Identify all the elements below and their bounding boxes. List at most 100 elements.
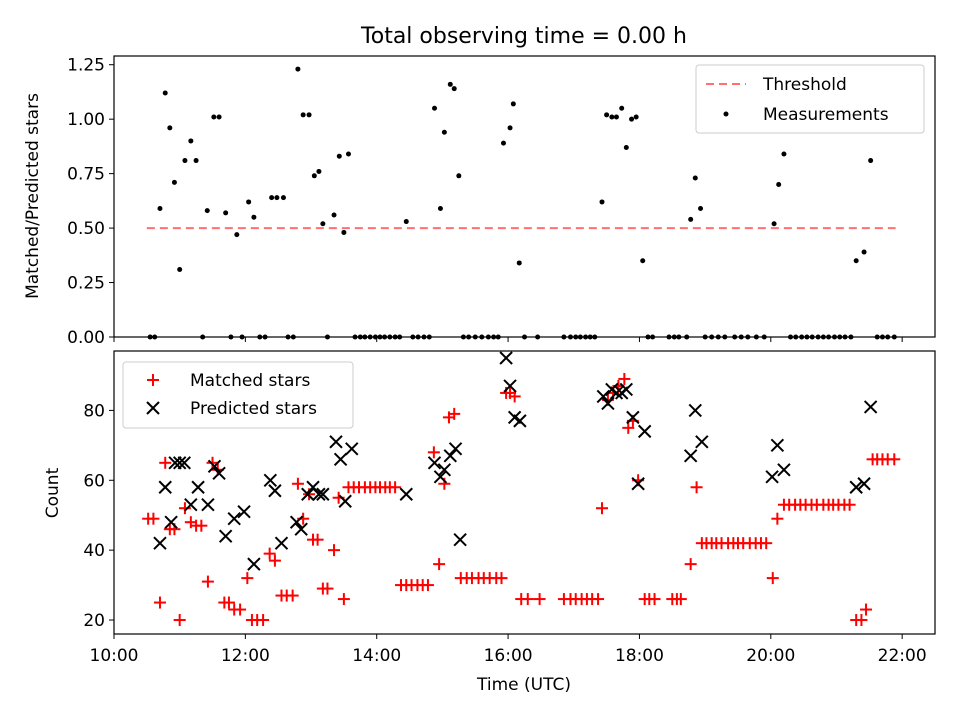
ratio-y-tick-label: 1.00 <box>67 110 105 130</box>
matched-star-point <box>860 603 873 616</box>
predicted-star-point <box>263 473 278 487</box>
predicted-star-point <box>316 487 330 501</box>
predicted-star-point <box>503 379 517 393</box>
matched-star-point <box>433 558 446 571</box>
predicted-star-point <box>443 449 457 463</box>
predicted-star-point <box>207 459 222 474</box>
count-panel: 20 40 60 80 10:00 12:00 14:00 16:00 18:00 20:00 2… <box>43 350 936 695</box>
measurement-point <box>507 125 513 131</box>
measurement-point <box>599 199 605 205</box>
x-tick-label: 10:00 <box>90 646 139 666</box>
matched-star-point <box>674 593 687 606</box>
matched-star-point <box>178 502 191 515</box>
predicted-star-point <box>184 498 198 512</box>
predicted-star-point <box>201 498 215 512</box>
measurement-point <box>441 129 447 135</box>
predicted-star-point <box>289 515 304 529</box>
ratio-y-tick-label: 0.50 <box>67 219 105 239</box>
ratio-panel: 0.00 0.25 0.50 0.75 1.00 1.25 Matched/Predict… <box>23 55 936 348</box>
predicted-star-point <box>158 480 172 494</box>
measurement-point <box>345 151 351 157</box>
count-y-tick-label: 80 <box>83 401 105 421</box>
measurements-legend-swatch <box>723 111 729 117</box>
predicted-star-point <box>770 438 785 453</box>
ratio-y-tick-label: 0.25 <box>67 274 105 294</box>
matched-star-point <box>159 456 172 469</box>
predicted-star-point <box>637 424 652 439</box>
predicted-star-point <box>399 487 413 501</box>
predicted-star-point <box>857 477 871 491</box>
matched-star-point <box>257 614 270 627</box>
ratio-legend: Threshold Measurements <box>695 64 925 134</box>
predicted-star-point <box>849 480 863 494</box>
measurement-point <box>216 114 222 120</box>
predicted-star-point <box>499 351 513 365</box>
ratio-y-tick-label: 1.25 <box>67 56 105 76</box>
predicted-star-point <box>294 522 308 536</box>
predicted-star-point <box>433 470 448 484</box>
predicted-star-point <box>333 452 348 467</box>
predicted-star-point <box>609 386 624 400</box>
measurement-point <box>341 229 347 235</box>
predicted-star-point <box>338 494 352 508</box>
measurement-point <box>604 112 610 118</box>
predicted-star-point <box>765 470 779 484</box>
x-tick-label: 20:00 <box>746 646 795 666</box>
count-y-axis-label: Count <box>43 467 63 518</box>
matched-star-point <box>766 572 779 585</box>
predicted-legend-swatch <box>146 401 160 415</box>
measurement-point <box>771 221 777 227</box>
measurement-point <box>633 114 639 120</box>
matched-star-point <box>291 477 304 490</box>
ratio-y-tick-label: 0.75 <box>67 165 105 185</box>
matched-star-point <box>648 593 661 606</box>
measurement-point <box>316 168 322 174</box>
measurement-point <box>251 214 257 220</box>
ratio-legend-box <box>695 64 925 134</box>
predicted-star-point <box>345 442 359 456</box>
predicted-star-point <box>626 410 640 425</box>
matched-star-point <box>690 481 703 494</box>
matched-star-point <box>521 593 534 606</box>
matched-star-point <box>508 390 521 403</box>
measurements-legend-label: Measurements <box>763 105 889 125</box>
measurement-point <box>193 158 199 164</box>
measurement-point <box>300 112 306 118</box>
measurement-point <box>629 116 635 122</box>
predicted-star-point <box>695 435 709 449</box>
measurement-point <box>171 179 177 185</box>
matched-star-point <box>241 572 254 585</box>
measurement-point <box>320 221 326 227</box>
measurement-point <box>853 258 859 264</box>
predicted-star-point <box>227 511 241 526</box>
matched-star-point <box>337 593 350 606</box>
predicted-star-point <box>513 414 527 428</box>
predicted-star-point <box>247 557 261 571</box>
measurement-point <box>280 195 286 201</box>
matched-star-point <box>328 544 341 557</box>
matched-star-point <box>222 596 235 609</box>
matched-star-point <box>888 453 901 466</box>
threshold-legend-label: Threshold <box>762 75 847 95</box>
matched-star-point <box>234 603 247 616</box>
measurement-point <box>336 153 342 159</box>
measurement-point <box>269 195 275 201</box>
matched-star-point <box>533 593 546 606</box>
measurement-point <box>456 173 462 179</box>
count-y-tick-label: 40 <box>83 541 105 561</box>
matched-star-point <box>195 519 208 532</box>
measurement-point <box>500 140 506 146</box>
measurement-point <box>613 114 619 120</box>
matched-star-point <box>321 582 334 595</box>
matched-star-point <box>206 456 219 469</box>
matched-star-point <box>286 589 299 602</box>
count-y-tick-label: 20 <box>83 611 105 631</box>
matched-star-point <box>263 547 276 560</box>
measurement-point <box>246 199 252 205</box>
predicted-star-point <box>596 389 611 404</box>
measurement-point <box>516 260 522 266</box>
predicted-star-point <box>427 456 442 470</box>
measurement-point <box>306 112 312 118</box>
matched-star-point <box>448 407 461 420</box>
